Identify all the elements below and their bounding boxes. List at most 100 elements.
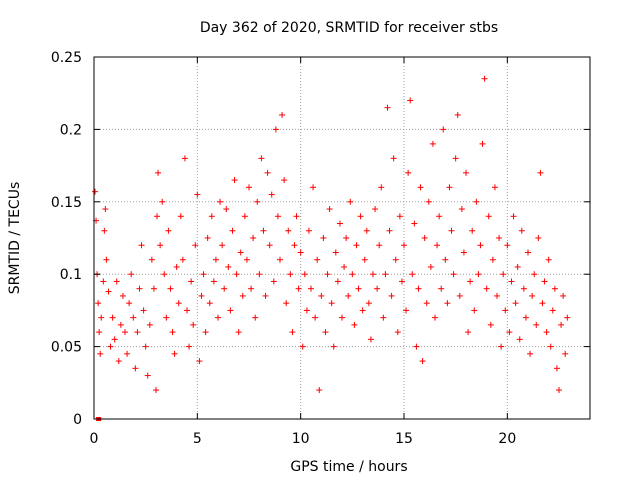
data-point xyxy=(155,169,162,176)
data-point xyxy=(500,271,507,278)
data-point xyxy=(157,242,164,249)
data-point xyxy=(533,321,540,328)
data-point xyxy=(324,271,331,278)
data-point xyxy=(425,198,432,205)
data-point xyxy=(407,97,414,104)
axis-ticks: 0 0.05 0.1 0.15 0.2 0.25 0 5 10 15 20 xyxy=(51,50,590,447)
data-point xyxy=(246,184,252,191)
data-point xyxy=(326,206,333,213)
data-point xyxy=(367,336,374,343)
data-point xyxy=(456,292,463,299)
data-point xyxy=(287,271,294,278)
data-point xyxy=(442,256,449,263)
x-tick-label: 10 xyxy=(292,431,310,447)
data-point xyxy=(217,198,224,205)
data-point xyxy=(233,271,240,278)
data-point xyxy=(419,358,426,365)
data-point xyxy=(186,343,193,350)
data-point xyxy=(487,321,494,328)
data-point xyxy=(491,184,498,191)
data-point xyxy=(258,155,265,162)
data-point xyxy=(506,329,513,336)
data-point xyxy=(295,285,302,292)
data-point xyxy=(266,242,273,249)
data-point xyxy=(423,300,430,307)
data-point xyxy=(421,235,428,241)
data-point xyxy=(223,206,230,213)
data-point xyxy=(124,350,131,357)
data-point xyxy=(390,155,397,162)
data-point xyxy=(384,104,391,111)
data-point xyxy=(396,213,403,220)
data-point xyxy=(549,307,556,314)
data-point xyxy=(498,343,505,350)
data-point xyxy=(562,350,569,357)
data-point xyxy=(208,213,215,220)
data-point xyxy=(136,285,143,292)
data-point xyxy=(181,155,188,162)
data-point xyxy=(312,314,319,321)
data-point xyxy=(334,278,341,285)
data-point xyxy=(169,329,176,336)
x-tick-label: 20 xyxy=(498,431,516,447)
data-point xyxy=(126,300,133,307)
y-tick-label: 0.2 xyxy=(60,122,82,138)
y-tick-label: 0.05 xyxy=(51,340,82,356)
data-point xyxy=(382,271,389,278)
data-point xyxy=(173,263,180,270)
data-point xyxy=(212,256,219,263)
data-point xyxy=(198,292,205,299)
grid-lines xyxy=(94,57,590,419)
chart-title: Day 362 of 2020, SRMTID for receiver stb… xyxy=(200,20,498,36)
data-point xyxy=(525,249,531,256)
data-point xyxy=(392,256,399,263)
data-point xyxy=(101,227,108,234)
data-point xyxy=(372,206,379,213)
data-point xyxy=(248,285,255,292)
data-point xyxy=(138,242,145,249)
data-point xyxy=(100,278,107,285)
data-point xyxy=(231,177,238,184)
data-point xyxy=(316,387,323,394)
data-point xyxy=(452,155,459,162)
data-point xyxy=(483,285,490,292)
data-point xyxy=(417,184,424,191)
data-point xyxy=(359,307,366,314)
data-point xyxy=(235,329,242,336)
data-point xyxy=(560,292,567,299)
x-tick-label: 5 xyxy=(193,431,202,447)
data-point xyxy=(504,242,511,249)
data-point xyxy=(339,314,345,321)
data-point xyxy=(401,242,407,249)
y-tick-label: 0 xyxy=(73,412,82,428)
data-point xyxy=(204,235,211,241)
data-point xyxy=(355,285,362,292)
data-point xyxy=(98,314,105,321)
data-point xyxy=(475,271,482,278)
data-point xyxy=(388,292,395,299)
data-point xyxy=(432,314,438,321)
data-point xyxy=(227,307,234,314)
data-point xyxy=(113,278,120,285)
data-point xyxy=(229,227,236,234)
data-point xyxy=(132,365,139,372)
y-tick-label: 0.1 xyxy=(60,267,82,283)
data-point xyxy=(146,321,153,328)
data-point xyxy=(237,249,244,256)
data-point xyxy=(210,278,217,285)
data-point xyxy=(328,300,335,307)
data-point xyxy=(516,336,523,343)
data-point xyxy=(252,314,259,321)
data-point xyxy=(330,343,337,350)
data-point xyxy=(460,249,467,256)
data-point xyxy=(403,307,410,314)
data-point xyxy=(436,213,443,220)
data-point xyxy=(361,256,368,263)
data-point xyxy=(301,271,308,278)
data-point xyxy=(349,271,356,278)
data-point xyxy=(250,235,257,241)
data-point xyxy=(351,321,358,328)
data-point xyxy=(473,198,480,205)
data-point xyxy=(479,140,486,147)
